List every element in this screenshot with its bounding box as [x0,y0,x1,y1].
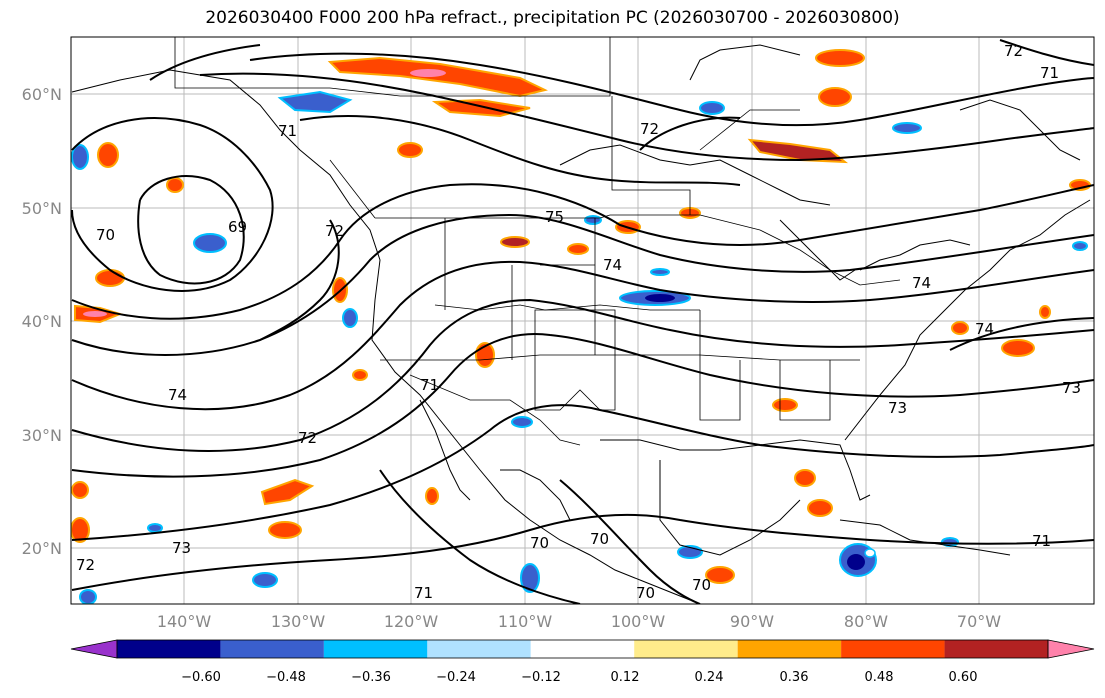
colorbar-extend-high [1047,639,1095,659]
precip-negative-shading [71,90,1088,604]
lat-label: 30°N [22,426,62,445]
colorbar-tick: 0.48 [865,670,894,685]
colorbar-tick: 0.24 [695,670,724,685]
political-borders [174,37,901,446]
contour-label: 74 [912,274,931,292]
contour-label: 74 [975,320,994,338]
contour-label: 70 [590,530,609,548]
colorbar-outline [116,639,1049,659]
contour-label: 72 [640,120,659,138]
colorbar-tick: −0.12 [521,670,561,685]
lon-label: 120°W [384,612,439,631]
refractivity-contours [71,39,1094,604]
colorbar-swatch [530,640,635,658]
map-title: 2026030400 F000 200 hPa refract., precip… [205,8,900,28]
colorbar-swatch [427,640,531,658]
contour-labels: 72 71 72 75 74 74 74 73 71 72 74 69 70 7… [76,42,1081,602]
lat-label: 20°N [22,539,62,558]
colorbar-tick: 0.12 [611,670,640,685]
contour-label: 71 [420,376,439,394]
colorbar-tick: −0.24 [436,670,476,685]
contour-label: 71 [1032,532,1051,550]
lon-label: 140°W [157,612,212,631]
colorbar-swatch [737,640,842,658]
colorbar-swatch [323,640,428,658]
colorbar-tick: 0.60 [949,670,978,685]
contour-label: 70 [530,534,549,552]
lon-label: 110°W [498,612,553,631]
latitude-labels: 60°N 50°N 40°N 30°N 20°N [22,85,62,558]
colorbar-tick: −0.36 [351,670,391,685]
contour-label: 73 [888,399,907,417]
contour-label: 70 [96,226,115,244]
lon-label: 100°W [611,612,666,631]
longitude-labels: 140°W 130°W 120°W 110°W 100°W 90°W 80°W … [157,612,1001,631]
contour-label: 74 [168,386,187,404]
lon-label: 130°W [271,612,326,631]
colorbar-swatch [220,640,324,658]
contour-label: 72 [76,556,95,574]
lat-label: 40°N [22,312,62,331]
colorbar-swatch [634,640,738,658]
colorbar-ticks: −0.60 −0.48 −0.36 −0.24 −0.12 0.12 0.24 … [181,670,977,685]
contour-label: 71 [1040,64,1059,82]
colorbar-swatch [944,640,1048,658]
contour-label: 70 [636,584,655,602]
contour-label: 70 [692,576,711,594]
colorbar [70,639,1095,659]
contour-label: 69 [228,218,247,236]
colorbar-swatch [841,640,945,658]
lon-label: 70°W [957,612,1001,631]
contour-label: 72 [325,222,344,240]
colorbar-tick: −0.48 [266,670,306,685]
lon-label: 90°W [730,612,774,631]
coastlines [71,44,1091,601]
contour-label: 75 [545,208,564,226]
contour-label: 74 [603,256,622,274]
map-frame [70,36,1095,605]
colorbar-swatch [117,640,221,658]
contour-label: 72 [1004,42,1023,60]
lon-label: 80°W [844,612,888,631]
contour-label: 71 [414,584,433,602]
colorbar-extend-low [70,639,118,659]
lat-label: 60°N [22,85,62,104]
colorbar-tick: −0.60 [181,670,221,685]
contour-label: 72 [298,429,317,447]
lat-label: 50°N [22,199,62,218]
contour-label: 73 [172,539,191,557]
colorbar-tick: 0.36 [780,670,809,685]
contour-label: 71 [278,122,297,140]
contour-label: 73 [1062,379,1081,397]
